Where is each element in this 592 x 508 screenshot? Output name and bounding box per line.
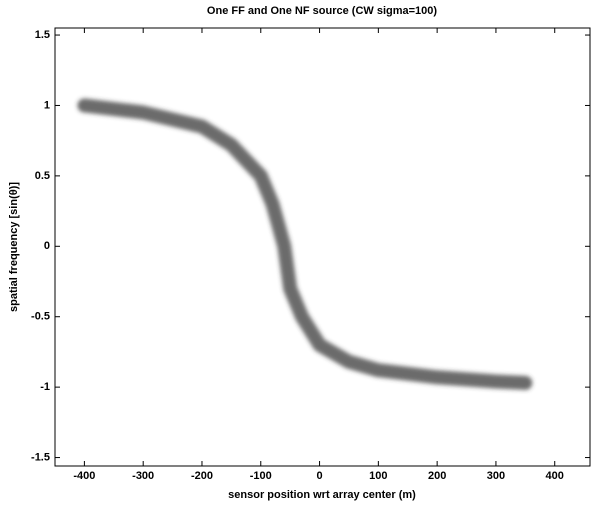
x-axis-label: sensor position wrt array center (m) <box>228 489 416 501</box>
y-tick-label: -1.5 <box>31 451 50 463</box>
x-tick-label: -100 <box>250 470 272 482</box>
density-ridge <box>77 98 533 390</box>
x-tick-label: 200 <box>428 470 446 482</box>
x-tick-label: 100 <box>369 470 387 482</box>
y-tick-label: 0 <box>44 240 50 252</box>
y-tick-label: 1.5 <box>35 29 50 41</box>
chart-title: One FF and One NF source (CW sigma=100) <box>207 5 437 17</box>
x-tick-label: -400 <box>73 470 95 482</box>
y-tick-label: -0.5 <box>31 311 50 323</box>
plot-frame <box>54 27 591 467</box>
y-tick-label: -1 <box>40 381 50 393</box>
x-tick-label: 300 <box>487 470 505 482</box>
x-tick-label: 0 <box>316 470 322 482</box>
x-tick-label: -200 <box>191 470 213 482</box>
x-tick-label: -300 <box>132 470 154 482</box>
y-axis-label: spatial frequency [sin(θ)] <box>8 182 20 312</box>
x-tick-label: 400 <box>546 470 564 482</box>
y-tick-label: 1 <box>44 99 50 111</box>
y-tick-label: 0.5 <box>35 170 50 182</box>
